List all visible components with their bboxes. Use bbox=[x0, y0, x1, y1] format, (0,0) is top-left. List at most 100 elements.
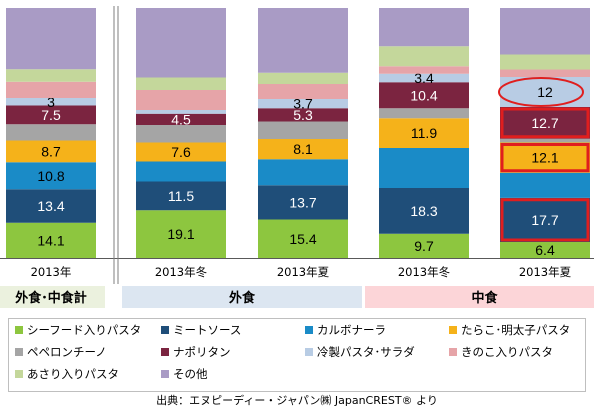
data-label: 11.9 bbox=[411, 125, 437, 141]
data-label: 18.3 bbox=[410, 203, 437, 219]
bar-segment-1-2 bbox=[136, 161, 226, 182]
source-note: 出典：エヌピーディー・ジャパン㈱ JapanCREST® より bbox=[156, 394, 438, 407]
data-label: 11.5 bbox=[168, 188, 194, 204]
bar-segment-1-7 bbox=[136, 90, 226, 110]
bar-segment-4-0 bbox=[500, 242, 590, 258]
bar-segment-2-4 bbox=[258, 121, 348, 139]
bar-segment-0-0 bbox=[6, 222, 96, 258]
bar-segment-4-8 bbox=[500, 54, 590, 70]
highlight-box bbox=[500, 143, 590, 173]
data-label: 13.7 bbox=[289, 194, 316, 210]
bar-segment-4-3 bbox=[500, 142, 590, 173]
data-label: 7.6 bbox=[171, 144, 191, 160]
data-label: 10.4 bbox=[410, 87, 437, 103]
bar-segment-1-1 bbox=[136, 181, 226, 211]
bar-segment-3-0 bbox=[379, 233, 469, 258]
data-label: 8.1 bbox=[293, 141, 313, 157]
data-label: 8.7 bbox=[41, 143, 61, 159]
bar-segment-0-3 bbox=[6, 140, 96, 163]
bar-segment-3-7 bbox=[379, 66, 469, 74]
data-label: 12 bbox=[537, 84, 553, 100]
legend-swatch bbox=[161, 326, 169, 334]
data-label: 4.5 bbox=[171, 111, 191, 127]
legend-swatch bbox=[449, 326, 457, 334]
group-band bbox=[365, 286, 594, 308]
bar-segment-1-9 bbox=[136, 8, 226, 78]
legend-item: カルボナーラ bbox=[305, 321, 386, 339]
bar-segment-0-5 bbox=[6, 105, 96, 125]
legend-label: あさり入りパスタ bbox=[27, 367, 119, 381]
data-label: 7.5 bbox=[41, 107, 61, 123]
category-label: 2013年冬 bbox=[398, 265, 451, 279]
data-label: 14.1 bbox=[37, 232, 64, 248]
legend-label: きのこ入りパスタ bbox=[461, 345, 553, 359]
category-label: 2013年夏 bbox=[277, 265, 330, 279]
bar-segment-2-0 bbox=[258, 219, 348, 258]
bar-segment-4-4 bbox=[500, 138, 590, 143]
bar-segment-0-9 bbox=[6, 8, 96, 70]
legend-item: その他 bbox=[161, 365, 208, 383]
highlight-box bbox=[500, 107, 590, 139]
bar-segment-1-5 bbox=[136, 113, 226, 125]
group-band bbox=[0, 286, 105, 308]
data-label: 13.4 bbox=[37, 198, 64, 214]
bar-segment-2-5 bbox=[258, 108, 348, 122]
legend-label: ペペロンチーノ bbox=[27, 345, 107, 359]
legend-item: 冷製パスタ･サラダ bbox=[305, 343, 415, 361]
bar-segment-4-5 bbox=[500, 107, 590, 139]
bar-segment-1-6 bbox=[136, 110, 226, 114]
legend-swatch bbox=[305, 326, 313, 334]
highlight-circle bbox=[498, 77, 584, 107]
data-label: 3.7 bbox=[293, 96, 313, 112]
bar-segment-1-4 bbox=[136, 125, 226, 143]
group-band bbox=[122, 286, 362, 308]
legend-swatch bbox=[305, 348, 313, 356]
bar-segment-3-9 bbox=[379, 8, 469, 47]
bar-segment-2-6 bbox=[258, 99, 348, 109]
data-label: 12.1 bbox=[531, 150, 558, 166]
legend-label: 冷製パスタ･サラダ bbox=[317, 345, 415, 359]
bar-segment-0-6 bbox=[6, 98, 96, 106]
category-label: 2013年 bbox=[31, 265, 72, 279]
bar-segment-3-6 bbox=[379, 73, 469, 83]
legend-swatch bbox=[449, 348, 457, 356]
stacked-bar-chart: 14.1 13.4 10.8 8.7 7.53 19.1 11.5 7.6 4.5 15.4 13.… bbox=[0, 6, 594, 308]
bar-segment-3-2 bbox=[379, 148, 469, 188]
legend-label: ミートソース bbox=[173, 323, 242, 337]
data-label: 9.7 bbox=[414, 238, 434, 254]
bar-segment-0-1 bbox=[6, 189, 96, 223]
data-label: 6.4 bbox=[535, 242, 555, 258]
bar-segment-3-1 bbox=[379, 188, 469, 234]
bar-segment-0-2 bbox=[6, 162, 96, 190]
bar-segment-1-3 bbox=[136, 142, 226, 162]
data-label: 17.7 bbox=[531, 212, 558, 228]
legend-swatch bbox=[161, 348, 169, 356]
category-label: 2013年夏 bbox=[519, 265, 572, 279]
bar-segment-3-5 bbox=[379, 82, 469, 109]
bar-segment-3-8 bbox=[379, 46, 469, 67]
group-label: 外食･中食計 bbox=[14, 290, 87, 306]
legend-item: あさり入りパスタ bbox=[15, 365, 119, 383]
bar-segment-2-2 bbox=[258, 159, 348, 186]
legend-item: ペペロンチーノ bbox=[15, 343, 107, 361]
bar-segment-4-2 bbox=[500, 172, 590, 198]
data-label: 3 bbox=[47, 94, 55, 110]
bar-segment-3-4 bbox=[379, 108, 469, 119]
data-label: 12.7 bbox=[531, 115, 558, 131]
legend-label: シーフード入りパスタ bbox=[27, 323, 142, 337]
highlight-box bbox=[500, 198, 590, 242]
bar-segment-0-8 bbox=[6, 69, 96, 82]
bar-segment-2-8 bbox=[258, 72, 348, 84]
bar-segment-2-9 bbox=[258, 8, 348, 73]
legend-item: シーフード入りパスタ bbox=[15, 321, 141, 339]
bar-segment-0-7 bbox=[6, 81, 96, 98]
chart-legend: シーフード入りパスタ ミートソース カルボナーラ たらこ･明太子パスタペペロンチーノ ナ… bbox=[8, 318, 586, 392]
bar-segment-4-1 bbox=[500, 197, 590, 242]
legend-swatch bbox=[15, 348, 23, 356]
legend-label: その他 bbox=[173, 367, 208, 381]
group-label: 中食 bbox=[471, 290, 498, 306]
data-label: 5.3 bbox=[293, 107, 313, 123]
legend-item: たらこ･明太子パスタ bbox=[449, 321, 570, 339]
legend-item: ナポリタン bbox=[161, 343, 231, 361]
legend-swatch bbox=[15, 326, 23, 334]
